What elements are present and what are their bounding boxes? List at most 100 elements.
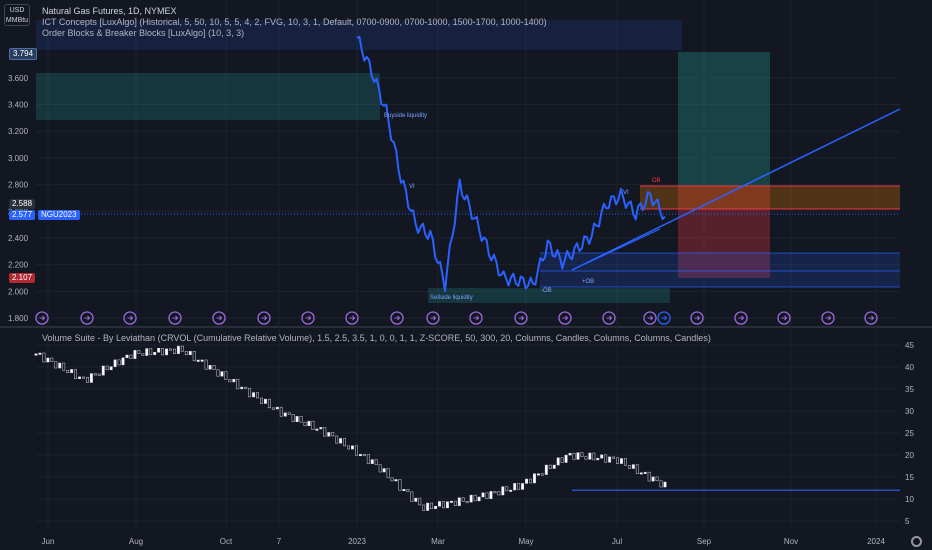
volume-candle	[572, 452, 576, 460]
volume-candle	[58, 362, 62, 369]
volume-candle	[117, 359, 121, 366]
event-icon	[257, 311, 271, 325]
volume-candle	[362, 454, 366, 457]
event-arrow-icon	[825, 315, 832, 321]
volume-candle	[465, 501, 469, 504]
volume-indicator-title[interactable]: Volume Suite - By Leviathan (CRVOL (Cumu…	[42, 333, 711, 343]
vi-label-2: VI	[623, 190, 629, 196]
volume-candle	[327, 432, 331, 437]
volume-candle	[608, 456, 612, 463]
volume-candle	[70, 369, 74, 374]
volume-candle	[438, 501, 441, 507]
main-legend: Natural Gas Futures, 1D, NYMEX ICT Conce…	[42, 6, 547, 39]
volume-candle	[137, 350, 141, 354]
volume-candle	[351, 445, 354, 450]
volume-candle	[560, 457, 564, 463]
order-block-top	[36, 20, 682, 50]
volume-candle	[93, 373, 97, 376]
volume-tick-label: 45	[905, 341, 914, 350]
event-arrow-icon	[216, 315, 223, 321]
volume-candle	[101, 365, 105, 376]
time-tick-label: Oct	[220, 537, 233, 546]
volume-candle	[501, 486, 505, 496]
volume-candle	[354, 445, 358, 456]
volume-candle	[552, 464, 556, 469]
volume-candle	[533, 473, 536, 484]
price-tick-label: 1.800	[8, 314, 29, 323]
price-badge-low: 2.107	[9, 273, 36, 283]
volume-candle	[639, 472, 643, 475]
event-icon	[602, 311, 616, 325]
event-arrow-icon	[172, 315, 179, 321]
volume-candle	[422, 504, 426, 511]
volume-candle	[627, 465, 631, 469]
volume-candle	[271, 407, 275, 410]
event-arrow-icon	[694, 315, 701, 321]
volume-candle	[129, 354, 133, 359]
indicator-ict-concepts[interactable]: ICT Concepts [LuxAlgo] (Historical, 5, 5…	[42, 17, 547, 27]
volume-candle	[358, 454, 362, 457]
currency-unit-box[interactable]: USD MMBtu	[4, 4, 30, 26]
volume-candle	[121, 357, 125, 366]
volume-tick-label: 10	[905, 495, 914, 504]
volume-candle	[141, 353, 145, 356]
volume-candle	[596, 457, 600, 461]
trend-line-main	[571, 108, 901, 271]
volume-candle	[592, 452, 596, 461]
volume-candle	[529, 478, 532, 484]
volume-candle	[659, 480, 663, 488]
volume-candle	[525, 478, 528, 484]
volume-candle	[113, 359, 117, 367]
volume-candle	[655, 476, 659, 482]
stop-zone	[678, 186, 770, 278]
volume-candle	[540, 473, 544, 476]
event-icon	[864, 311, 878, 325]
price-tick-label: 2.000	[8, 287, 29, 296]
volume-candle	[339, 438, 343, 444]
volume-candle	[647, 471, 651, 482]
volume-candle	[378, 464, 382, 473]
volume-candle	[612, 456, 616, 459]
event-icon	[643, 311, 657, 325]
volume-candle	[331, 432, 335, 437]
symbol-title[interactable]: Natural Gas Futures, 1D, NYMEX	[42, 6, 177, 16]
time-tick-label: 7	[277, 537, 282, 546]
currency-label: USD	[9, 7, 25, 14]
event-icon	[821, 311, 835, 325]
volume-candle	[473, 494, 477, 502]
volume-legend: Volume Suite - By Leviathan (CRVOL (Cumu…	[42, 333, 711, 344]
indicator-order-blocks[interactable]: Order Blocks & Breaker Blocks [LuxAlgo] …	[42, 28, 245, 38]
volume-candle	[406, 489, 410, 493]
volume-candle	[434, 505, 438, 509]
volume-candle	[604, 454, 608, 463]
volume-candle	[386, 468, 390, 479]
volume-candle	[663, 481, 667, 488]
volume-candle	[374, 459, 378, 465]
unit-label: MMBtu	[5, 17, 29, 24]
volume-candle	[200, 359, 204, 362]
volume-candle	[236, 378, 240, 390]
event-arrow-icon	[473, 315, 480, 321]
volume-candle	[188, 351, 192, 356]
event-arrow-icon	[781, 315, 788, 321]
volume-tick-label: 25	[905, 429, 914, 438]
volume-candle	[212, 365, 216, 370]
volume-candle	[588, 452, 592, 460]
volume-candle	[216, 369, 220, 377]
volume-candle	[497, 491, 501, 496]
event-arrow-icon	[647, 315, 654, 321]
volume-candle	[66, 370, 70, 374]
event-arrow-icon	[127, 315, 134, 321]
event-icon	[734, 311, 748, 325]
volume-candle	[303, 421, 307, 427]
gear-icon[interactable]	[911, 536, 922, 547]
volume-candle	[481, 492, 485, 498]
volume-candle	[196, 359, 200, 362]
volume-candle	[38, 352, 42, 355]
volume-candle	[509, 489, 513, 492]
volume-candle	[161, 347, 165, 356]
volume-candle	[240, 386, 244, 390]
volume-candle	[461, 497, 465, 502]
